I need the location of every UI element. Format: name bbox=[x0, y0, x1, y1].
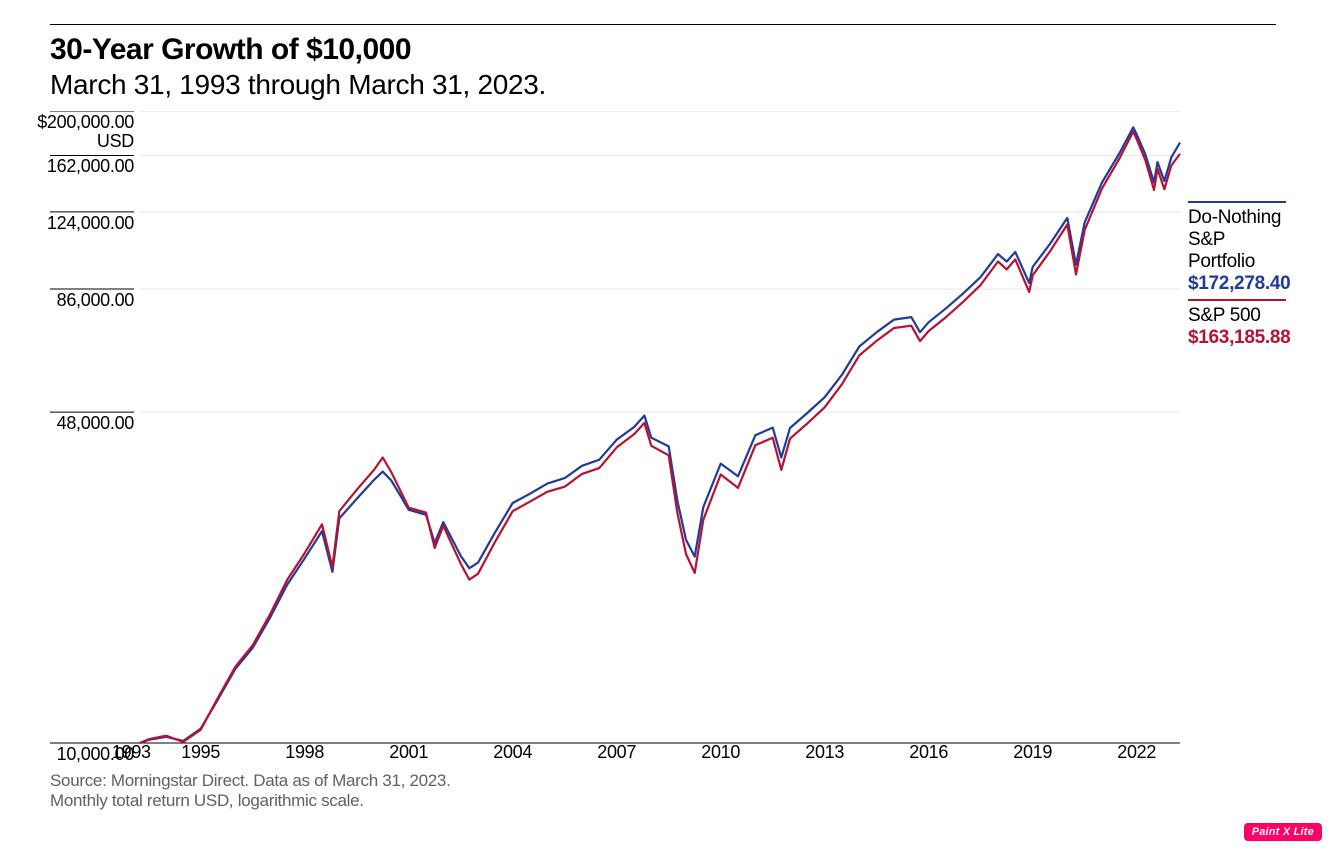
x-axis-label: 2007 bbox=[597, 742, 636, 763]
chart-area: 10,000.0048,000.0086,000.00124,000.00162… bbox=[50, 111, 1290, 783]
x-axis-label: 2013 bbox=[805, 742, 844, 763]
x-axis-label: 1995 bbox=[181, 742, 220, 763]
legend-name: Do-NothingS&P Portfolio bbox=[1188, 207, 1290, 273]
x-axis-label: 2016 bbox=[909, 742, 948, 763]
watermark-badge: Paint X Lite bbox=[1244, 823, 1322, 841]
y-axis-unit: USD bbox=[97, 131, 134, 152]
top-rule bbox=[50, 24, 1276, 25]
chart-title: 30-Year Growth of $10,000 bbox=[50, 33, 1290, 67]
legend-value: $163,185.88 bbox=[1188, 327, 1290, 349]
x-axis-label: 2001 bbox=[389, 742, 428, 763]
chart-container: 30-Year Growth of $10,000 March 31, 1993… bbox=[50, 24, 1290, 783]
y-axis-label: 86,000.00 bbox=[57, 290, 134, 311]
y-axis-label: 124,000.00 bbox=[47, 213, 134, 234]
legend-value: $172,278.40 bbox=[1188, 273, 1290, 295]
x-axis-label: 1993 bbox=[112, 742, 151, 763]
legend-name: S&P 500 bbox=[1188, 305, 1290, 327]
x-axis-label: 1998 bbox=[285, 742, 324, 763]
chart-svg bbox=[50, 111, 1290, 745]
legend-do_nothing: Do-NothingS&P Portfolio$172,278.40 bbox=[1188, 201, 1290, 295]
series-line-do_nothing bbox=[140, 127, 1180, 743]
chart-subtitle: March 31, 1993 through March 31, 2023. bbox=[50, 69, 1290, 101]
y-axis-label: 48,000.00 bbox=[57, 413, 134, 434]
legend-sp500: S&P 500$163,185.88 bbox=[1188, 299, 1290, 349]
y-axis-label: 162,000.00 bbox=[47, 156, 134, 177]
series-line-sp500 bbox=[140, 132, 1180, 744]
legend-rule bbox=[1188, 201, 1286, 203]
x-axis-label: 2019 bbox=[1013, 742, 1052, 763]
x-axis-label: 2010 bbox=[701, 742, 740, 763]
footnote: Source: Morningstar Direct. Data as of M… bbox=[50, 771, 451, 810]
y-axis-label: $200,000.00 bbox=[37, 112, 134, 133]
x-axis-label: 2022 bbox=[1117, 742, 1156, 763]
legend-rule bbox=[1188, 299, 1286, 301]
x-axis-label: 2004 bbox=[493, 742, 532, 763]
